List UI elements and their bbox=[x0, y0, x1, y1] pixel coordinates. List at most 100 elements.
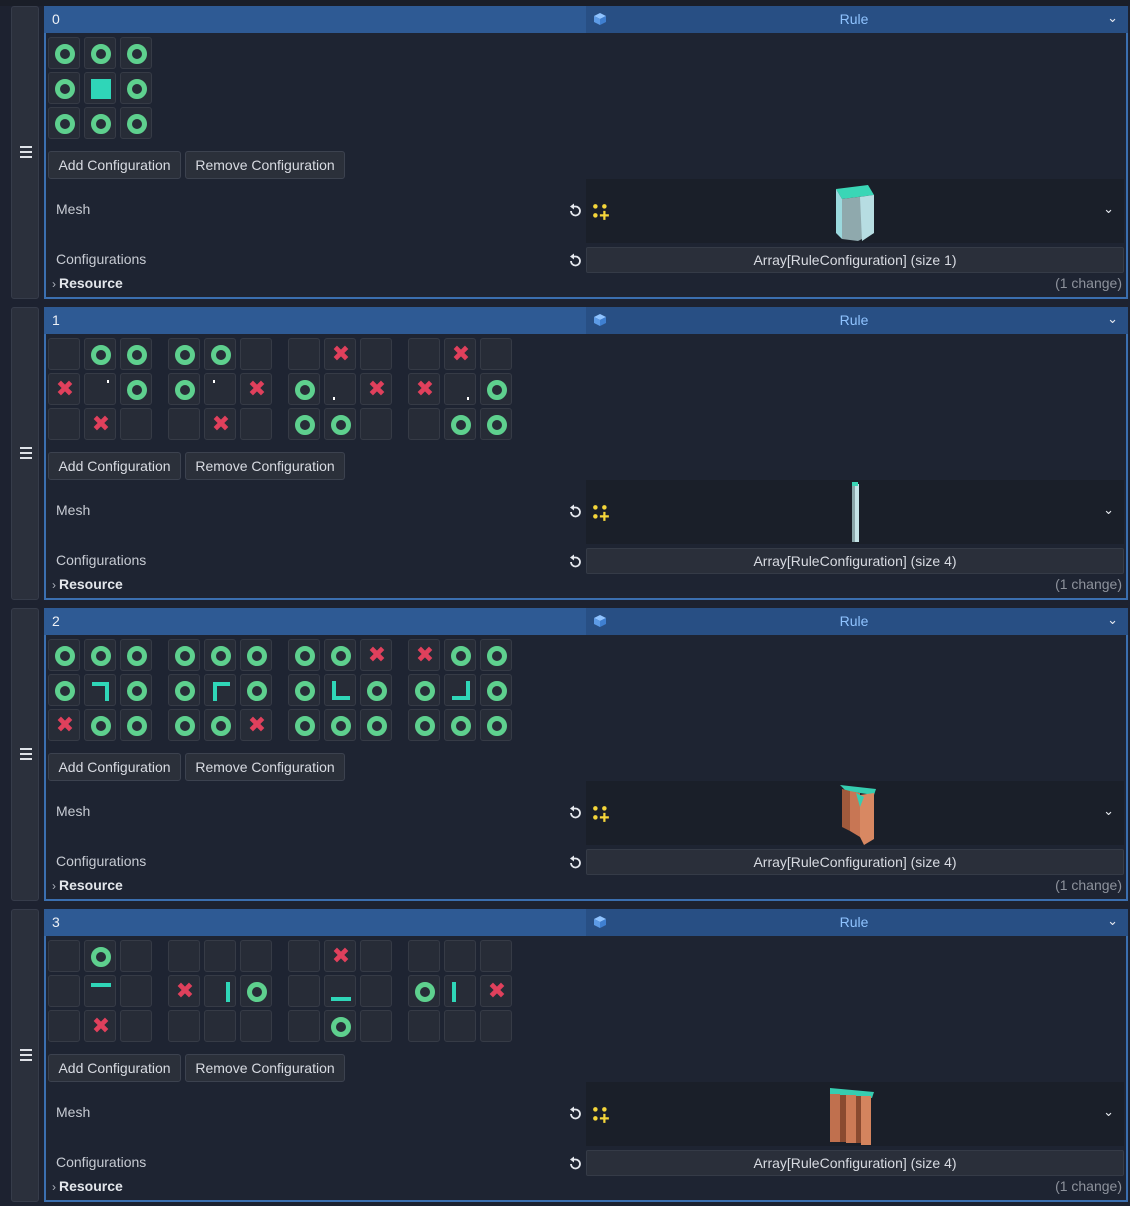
grid-cell[interactable] bbox=[324, 975, 356, 1007]
grid-cell[interactable] bbox=[288, 975, 320, 1007]
grid-cell[interactable] bbox=[444, 674, 476, 706]
grid-cell[interactable] bbox=[84, 37, 116, 69]
revert-icon[interactable] bbox=[567, 1106, 583, 1122]
grid-cell[interactable] bbox=[84, 639, 116, 671]
chevron-down-icon[interactable]: ⌄ bbox=[1107, 913, 1118, 928]
grid-cell[interactable] bbox=[168, 639, 200, 671]
grid-cell[interactable] bbox=[360, 674, 392, 706]
grid-cell[interactable] bbox=[324, 373, 356, 405]
grid-cell[interactable] bbox=[48, 37, 80, 69]
grid-cell[interactable] bbox=[120, 940, 152, 972]
rule-resource-picker[interactable]: Rule ⌄ bbox=[586, 307, 1128, 334]
grid-cell[interactable] bbox=[288, 338, 320, 370]
drag-handle[interactable] bbox=[11, 608, 39, 901]
grid-cell[interactable] bbox=[84, 940, 116, 972]
grid-cell[interactable] bbox=[168, 408, 200, 440]
grid-cell[interactable] bbox=[120, 709, 152, 741]
revert-icon[interactable] bbox=[567, 805, 583, 821]
grid-cell[interactable] bbox=[240, 639, 272, 671]
grid-cell[interactable] bbox=[324, 639, 356, 671]
revert-icon[interactable] bbox=[567, 203, 583, 219]
revert-icon[interactable] bbox=[567, 554, 583, 570]
hamburger-icon[interactable] bbox=[20, 1049, 32, 1061]
drag-handle[interactable] bbox=[11, 6, 39, 299]
grid-cell[interactable]: ✖ bbox=[48, 709, 80, 741]
grid-cell[interactable]: ✖ bbox=[444, 338, 476, 370]
grid-cell[interactable]: ✖ bbox=[204, 408, 236, 440]
grid-cell[interactable] bbox=[480, 709, 512, 741]
remove-configuration-button[interactable]: Remove Configuration bbox=[185, 1054, 345, 1082]
grid-cell[interactable] bbox=[480, 338, 512, 370]
grid-cell[interactable] bbox=[288, 674, 320, 706]
grid-cell[interactable] bbox=[480, 373, 512, 405]
grid-cell[interactable] bbox=[120, 408, 152, 440]
grid-cell[interactable] bbox=[48, 338, 80, 370]
grid-cell[interactable] bbox=[168, 709, 200, 741]
grid-cell[interactable] bbox=[408, 1010, 440, 1042]
grid-cell[interactable]: ✖ bbox=[168, 975, 200, 1007]
mesh-picker[interactable]: ⌄ bbox=[586, 781, 1124, 845]
add-configuration-button[interactable]: Add Configuration bbox=[48, 151, 181, 179]
grid-cell[interactable] bbox=[360, 940, 392, 972]
grid-cell[interactable] bbox=[288, 709, 320, 741]
grid-cell[interactable] bbox=[240, 940, 272, 972]
chevron-down-icon[interactable]: ⌄ bbox=[1103, 201, 1114, 216]
grid-cell[interactable] bbox=[84, 373, 116, 405]
grid-cell[interactable] bbox=[480, 1010, 512, 1042]
grid-cell[interactable] bbox=[444, 408, 476, 440]
grid-cell[interactable] bbox=[48, 639, 80, 671]
configurations-array-button[interactable]: Array[RuleConfiguration] (size 4) bbox=[586, 1150, 1124, 1176]
revert-icon[interactable] bbox=[567, 1156, 583, 1172]
grid-cell[interactable] bbox=[48, 674, 80, 706]
grid-cell[interactable] bbox=[240, 408, 272, 440]
grid-cell[interactable] bbox=[444, 975, 476, 1007]
grid-cell[interactable] bbox=[204, 975, 236, 1007]
grid-cell[interactable] bbox=[240, 975, 272, 1007]
grid-cell[interactable]: ✖ bbox=[240, 373, 272, 405]
mesh-picker[interactable]: ⌄ bbox=[586, 480, 1124, 544]
grid-cell[interactable]: ✖ bbox=[360, 639, 392, 671]
grid-cell[interactable]: ✖ bbox=[324, 338, 356, 370]
hamburger-icon[interactable] bbox=[20, 748, 32, 760]
grid-cell[interactable] bbox=[204, 709, 236, 741]
rule-resource-picker[interactable]: Rule ⌄ bbox=[586, 6, 1128, 33]
grid-cell[interactable] bbox=[84, 709, 116, 741]
grid-cell[interactable] bbox=[408, 674, 440, 706]
chevron-down-icon[interactable]: ⌄ bbox=[1107, 612, 1118, 627]
grid-cell[interactable] bbox=[48, 107, 80, 139]
grid-cell[interactable] bbox=[168, 940, 200, 972]
revert-icon[interactable] bbox=[567, 504, 583, 520]
grid-cell[interactable] bbox=[204, 373, 236, 405]
chevron-down-icon[interactable]: ⌄ bbox=[1103, 803, 1114, 818]
grid-cell[interactable] bbox=[324, 674, 356, 706]
drag-handle[interactable] bbox=[11, 909, 39, 1202]
grid-cell[interactable] bbox=[408, 975, 440, 1007]
grid-cell[interactable] bbox=[408, 338, 440, 370]
hamburger-icon[interactable] bbox=[20, 146, 32, 158]
grid-cell[interactable] bbox=[360, 338, 392, 370]
configurations-array-button[interactable]: Array[RuleConfiguration] (size 4) bbox=[586, 849, 1124, 875]
chevron-down-icon[interactable]: ⌄ bbox=[1103, 502, 1114, 517]
grid-cell[interactable] bbox=[360, 408, 392, 440]
revert-icon[interactable] bbox=[567, 855, 583, 871]
resource-section-toggle[interactable]: › Resource bbox=[52, 1178, 123, 1194]
grid-cell[interactable] bbox=[84, 338, 116, 370]
grid-cell[interactable] bbox=[48, 940, 80, 972]
grid-cell[interactable] bbox=[84, 975, 116, 1007]
remove-configuration-button[interactable]: Remove Configuration bbox=[185, 753, 345, 781]
grid-cell[interactable] bbox=[288, 373, 320, 405]
grid-cell[interactable] bbox=[360, 709, 392, 741]
grid-cell[interactable] bbox=[84, 107, 116, 139]
grid-cell[interactable] bbox=[240, 338, 272, 370]
grid-cell[interactable] bbox=[48, 975, 80, 1007]
grid-cell[interactable] bbox=[408, 940, 440, 972]
grid-cell[interactable]: ✖ bbox=[240, 709, 272, 741]
grid-cell[interactable] bbox=[408, 408, 440, 440]
grid-cell[interactable] bbox=[84, 72, 116, 104]
grid-cell[interactable] bbox=[120, 338, 152, 370]
grid-cell[interactable] bbox=[324, 1010, 356, 1042]
grid-cell[interactable] bbox=[84, 674, 116, 706]
grid-cell[interactable] bbox=[204, 674, 236, 706]
grid-cell[interactable] bbox=[168, 373, 200, 405]
grid-cell[interactable]: ✖ bbox=[408, 639, 440, 671]
